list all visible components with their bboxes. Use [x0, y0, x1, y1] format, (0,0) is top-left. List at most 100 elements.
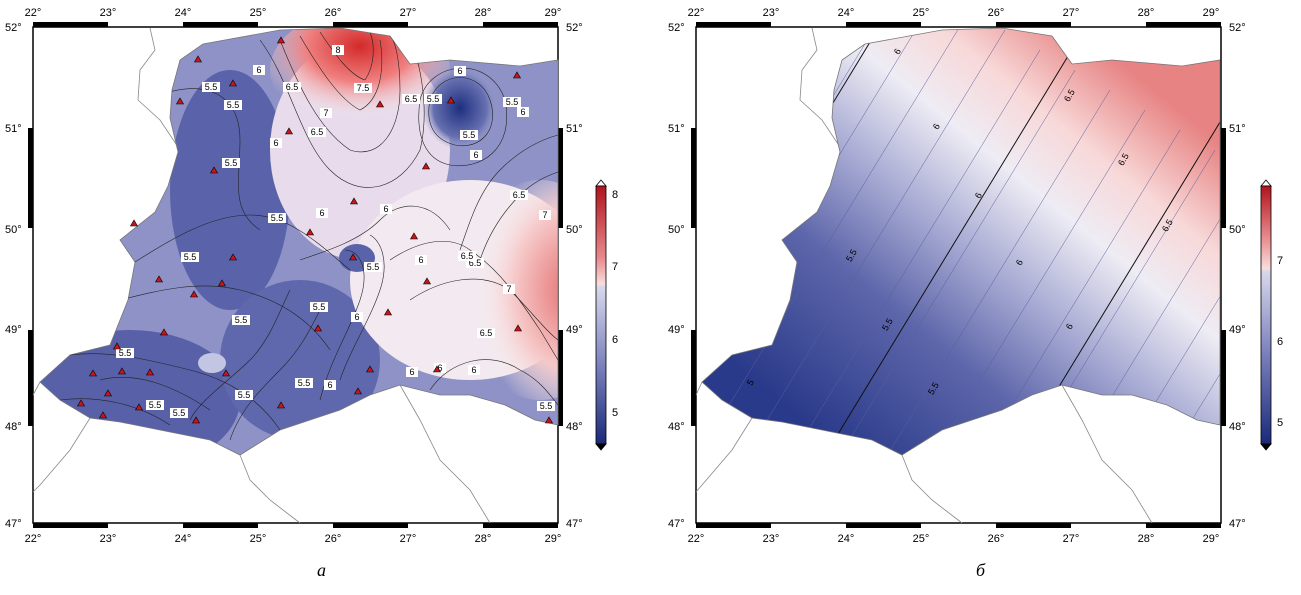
station-marker: [209, 166, 219, 174]
contour-label: 7: [506, 284, 511, 294]
station-marker: [305, 228, 315, 236]
contour-label: 6: [383, 204, 388, 214]
contour-label: 7: [542, 210, 547, 220]
x-tick-label: 29°: [545, 533, 562, 545]
y-tick-label: 49°: [5, 324, 22, 336]
station-marker: [313, 324, 323, 332]
x-tick-label: 22°: [25, 533, 42, 545]
x-tick-label: 23°: [100, 533, 117, 545]
contour-label: 5.5: [298, 378, 311, 388]
station-marker: [217, 279, 227, 287]
x-tick-label: 23°: [100, 7, 117, 19]
station-marker: [513, 324, 523, 332]
y-tick-label: 49°: [668, 324, 685, 336]
territory-outline: [39, 27, 559, 456]
y-tick-label: 50°: [5, 224, 22, 236]
y-tick-label: 47°: [566, 518, 583, 530]
station-marker: [544, 416, 554, 424]
colorbar-tick-label: 5: [1277, 417, 1283, 429]
x-tick-label: 23°: [763, 7, 780, 19]
contour-label: 6: [931, 122, 942, 131]
station-marker: [349, 197, 359, 205]
station-marker: [353, 387, 363, 395]
contour-label: 5.5: [184, 252, 197, 262]
station-marker: [276, 36, 286, 44]
contour-label: 6: [319, 208, 324, 218]
x-tick-label: 25°: [250, 533, 267, 545]
y-tick-label: 48°: [5, 421, 22, 433]
contour-label: 5.5: [149, 400, 162, 410]
colorbar-tick-label: 8: [612, 189, 618, 201]
contour-label: 7: [323, 108, 328, 118]
y-tick-label: 48°: [566, 421, 583, 433]
station-marker: [103, 389, 113, 397]
contour-label: 6.5: [480, 328, 493, 338]
x-tick-label: 28°: [475, 533, 492, 545]
contour-label: 6: [437, 363, 442, 373]
station-marker: [189, 290, 199, 298]
x-tick-label: 29°: [545, 7, 562, 19]
station-marker: [421, 162, 431, 170]
contour-label: 5: [745, 378, 756, 387]
panel-caption-a: а: [317, 560, 326, 580]
frame-scalebar: [691, 22, 1226, 528]
contour-label: 6: [973, 191, 984, 200]
station-marker: [375, 100, 385, 108]
x-tick-label: 26°: [988, 7, 1005, 19]
y-tick-label: 52°: [668, 22, 685, 34]
x-tick-label: 28°: [1138, 7, 1155, 19]
panel-caption-b: б: [976, 560, 986, 580]
contour-label: 5.5: [238, 390, 251, 400]
station-marker: [228, 253, 238, 261]
colorbar-a: 8 7 6 5: [595, 179, 618, 451]
y-tick-label: 51°: [668, 123, 685, 135]
map-b-svg: 6 6 6 6 6 6.5 6.5 6.5 5.5 5.5 5.5 5 22° …: [668, 7, 1283, 545]
x-tick-label: 26°: [988, 533, 1005, 545]
x-tick-label: 24°: [175, 533, 192, 545]
y-tick-label: 52°: [5, 22, 22, 34]
y-tick-label: 49°: [566, 324, 583, 336]
station-marker: [145, 368, 155, 376]
y-tick-label: 50°: [1229, 224, 1246, 236]
contour-label: 6: [409, 367, 414, 377]
station-marker: [154, 275, 164, 283]
colorbar-tick-label: 5: [612, 407, 618, 419]
axis-labels-b: 22° 23° 24° 25° 26° 27° 28° 29° 22° 23° …: [668, 7, 1246, 545]
y-tick-label: 51°: [5, 123, 22, 135]
station-marker: [76, 399, 86, 407]
station-marker: [112, 342, 122, 350]
y-tick-label: 51°: [1229, 123, 1246, 135]
x-tick-label: 22°: [688, 7, 705, 19]
station-marker: [432, 365, 442, 373]
frame-scalebar: [28, 22, 563, 528]
contour-label: 6.5: [469, 258, 482, 268]
station-marker: [228, 79, 238, 87]
country-borders: [695, 27, 1153, 524]
colorbar-b: 7 6 5: [1260, 179, 1283, 451]
station-marker: [221, 369, 231, 377]
contour-label: 6: [457, 66, 462, 76]
map-panel-a: 5.5 5.5 6 6.5 7 7.5 8 6.5 5.5 6 5.5 6 6 …: [0, 0, 640, 590]
contour-label: 5.5: [235, 315, 248, 325]
x-tick-label: 25°: [913, 533, 930, 545]
station-marker: [193, 55, 203, 63]
contour-label: 6: [471, 365, 476, 375]
x-tick-label: 26°: [325, 533, 342, 545]
contour-label: 5.5: [205, 82, 218, 92]
colorbar-tick-label: 6: [1277, 336, 1283, 348]
contour-label: 6: [354, 312, 359, 322]
colorbar-tick-label: 6: [612, 334, 618, 346]
station-marker: [159, 328, 169, 336]
contour-label: 6: [418, 255, 423, 265]
x-tick-label: 27°: [400, 7, 417, 19]
x-tick-label: 27°: [1063, 7, 1080, 19]
map-a-svg: 5.5 5.5 6 6.5 7 7.5 8 6.5 5.5 6 5.5 6 6 …: [5, 7, 618, 545]
station-marker: [98, 411, 108, 419]
colorbar-tick-label: 7: [1277, 255, 1283, 267]
y-tick-label: 52°: [566, 22, 583, 34]
station-marker: [365, 365, 375, 373]
contour-label: 6.5: [461, 251, 474, 261]
station-marker: [276, 401, 286, 409]
station-marker: [348, 253, 358, 261]
x-tick-label: 27°: [1063, 533, 1080, 545]
